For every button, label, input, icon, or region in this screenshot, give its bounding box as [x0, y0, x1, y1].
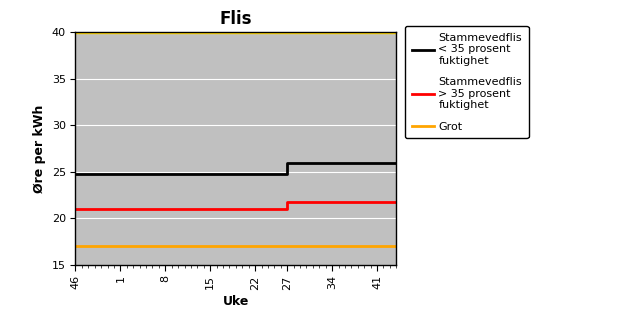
Title: Flis: Flis: [220, 10, 252, 28]
Y-axis label: Øre per kWh: Øre per kWh: [33, 104, 46, 193]
X-axis label: Uke: Uke: [223, 295, 249, 308]
Legend: Stammevedflis
< 35 prosent
fuktighet, Stammevedflis
> 35 prosent
fuktighet, Grot: Stammevedflis < 35 prosent fuktighet, St…: [405, 26, 528, 138]
